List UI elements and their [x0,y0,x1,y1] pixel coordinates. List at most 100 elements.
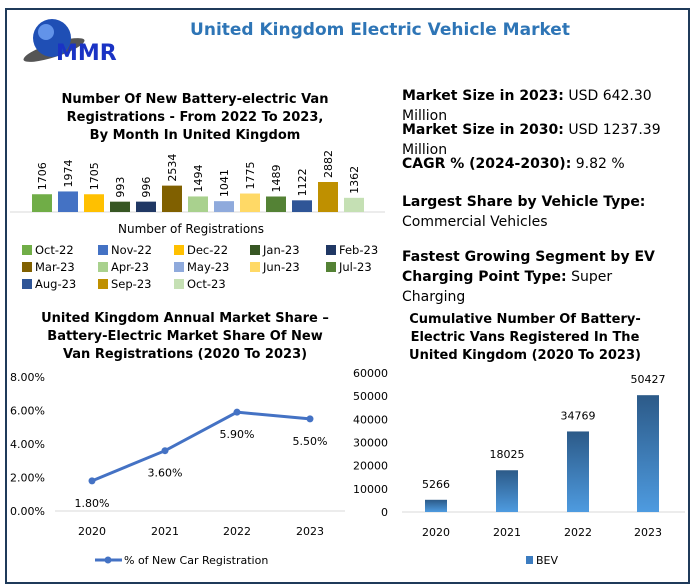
bar-Oct-22 [32,194,52,212]
stat-fastest-growing: Fastest Growing Segment by EV Charging P… [402,247,662,307]
legend-label: BEV [536,554,558,567]
stat-value: 9.82 % [575,156,625,172]
data-label: 1489 [270,165,283,193]
bar-Jun-23 [240,193,260,212]
legend-item: Jan-23 [250,243,300,257]
bar-Jan-23 [110,201,130,212]
legend-item: Apr-23 [98,260,149,274]
data-point [161,447,169,455]
chart1-xlabel: Number of Registrations [118,222,265,236]
x-tick-label: 2021 [493,526,521,539]
data-label: 5266 [422,478,450,491]
page-title: United Kingdom Electric Vehicle Market [190,20,570,40]
legend-swatch [250,245,260,255]
data-point [88,477,96,485]
stat-label: Market Size in 2030: [402,122,564,138]
stat-market-2030: Market Size in 2030: USD 1237.39 Million [402,120,682,160]
stat-value: Super Charging [402,269,613,305]
stat-label: CAGR % (2024-2030): [402,156,572,172]
legend-label: Dec-22 [187,243,229,257]
data-label: 1974 [62,159,75,187]
y-tick-label: 2.00% [10,472,45,485]
legend-swatch [98,262,108,272]
chart3-title: Cumulative Number Of Battery-Electric Va… [409,312,641,363]
legend-label: Apr-23 [111,260,149,274]
legend-label: Oct-23 [187,277,226,291]
data-label: 1.80% [75,497,110,510]
data-label: 1775 [244,162,257,190]
bar-Dec-22 [84,194,104,212]
mmr-logo: MMR [12,14,142,66]
data-label: 2534 [166,154,179,182]
data-label: 5.90% [220,428,255,441]
y-tick-label: 8.00% [10,371,45,384]
legend-label: Nov-22 [111,243,152,257]
stat-label: Fastest Growing Segment by EV Charging P… [402,249,655,285]
bar-2020 [425,499,447,512]
data-label: 5.50% [293,435,328,448]
legend-item: Aug-23 [22,277,76,291]
y-tick-label: 6.00% [10,405,45,418]
data-label: 1362 [348,166,361,194]
legend-marker [104,556,112,564]
data-label: 1706 [36,162,49,190]
x-tick-label: 2023 [296,525,324,538]
data-label: 34769 [561,409,596,422]
chart2-title: United Kingdom Annual Market Share – Bat… [41,311,329,362]
bar-Sep-23 [318,182,338,212]
data-point [306,415,314,423]
legend-swatch [22,245,32,255]
legend-swatch [250,262,260,272]
legend-swatch [174,245,184,255]
logo-text: MMR [56,41,117,66]
legend-label: Aug-23 [35,277,77,291]
bar-Mar-23 [162,185,182,212]
legend-item: Sep-23 [98,277,151,291]
data-label: 1122 [296,168,309,196]
data-label: 50427 [631,373,666,386]
bar-2023 [637,395,659,512]
y-tick-label: 0.00% [10,505,45,518]
stat-value: USD 642.30 Million [402,88,652,124]
data-label: 1705 [88,162,101,190]
legend-item: May-23 [174,260,229,274]
y-tick-label: 10000 [353,483,388,496]
data-point [233,408,241,416]
x-tick-label: 2021 [151,525,179,538]
data-label: 2882 [322,150,335,178]
y-tick-label: 0 [381,506,388,519]
stat-market-2023: Market Size in 2023: USD 642.30 Million [402,86,682,126]
stat-value: USD 1237.39 Million [402,122,661,158]
legend-swatch [98,245,108,255]
bar-May-23 [214,201,234,212]
legend-label: Jul-23 [339,260,372,274]
legend-swatch [22,262,32,272]
legend-label: May-23 [187,260,230,274]
legend-item: Oct-23 [174,277,226,291]
y-tick-label: 60000 [353,367,388,380]
bar-Nov-22 [58,191,78,212]
data-label: 993 [114,177,127,198]
bar-Apr-23 [188,196,208,212]
stat-label: Largest Share by Vehicle Type: [402,194,646,210]
x-tick-label: 2020 [422,526,450,539]
chart1-title: Number Of New Battery-electric Van Regis… [61,92,329,143]
legend-swatch [174,262,184,272]
data-label: 1041 [218,169,231,197]
data-label: 18025 [490,448,525,461]
legend-label: Mar-23 [35,260,75,274]
y-tick-label: 40000 [353,413,388,426]
monthly-registrations-chart: 1706 1974 1705 993 996 2534 1494 1041 1775 1489 11… [10,150,385,213]
x-tick-label: 2020 [78,525,106,538]
legend-swatch [22,279,32,289]
legend-item: Oct-22 [22,243,74,257]
bar-2022 [567,431,589,512]
x-tick-label: 2023 [634,526,662,539]
bar-Oct-23 [344,197,364,212]
stat-label: Market Size in 2023: [402,88,564,104]
bar-Aug-23 [292,200,312,212]
y-tick-label: 30000 [353,437,388,450]
legend-item: Jun-23 [250,260,300,274]
infographic-frame [5,8,690,584]
legend-item: Feb-23 [326,243,378,257]
